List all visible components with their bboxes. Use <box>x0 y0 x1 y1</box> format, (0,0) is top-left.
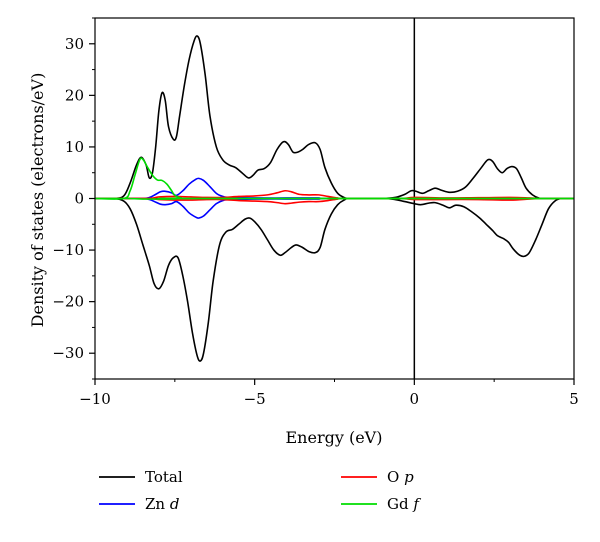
legend-label-zn-d: Zn d <box>145 495 179 513</box>
legend: Total Zn d O p Gd f <box>99 468 421 513</box>
series-line-o-p-down <box>95 197 574 205</box>
x-tick-label: −10 <box>79 390 111 408</box>
series-line-gd-f-down <box>95 197 574 200</box>
x-tick-label: 0 <box>410 390 420 408</box>
legend-label-gd-f: Gd f <box>387 495 421 513</box>
legend-label-total: Total <box>145 468 183 486</box>
x-tick-label: −5 <box>244 390 266 408</box>
legend-label-o-p: O p <box>387 468 414 486</box>
y-tick-label: 10 <box>65 138 84 156</box>
y-tick-label: −10 <box>52 241 84 259</box>
series-line-gd-f-up <box>95 157 574 200</box>
y-tick-label: 0 <box>74 190 84 208</box>
y-tick-label: 20 <box>65 86 84 104</box>
series-line-total-up <box>95 35 574 200</box>
y-tick-label: −20 <box>52 293 84 311</box>
x-tick-label: 5 <box>569 390 579 408</box>
y-axis-title: Density of states (electrons/eV) <box>28 73 47 328</box>
x-axis-title: Energy (eV) <box>286 428 383 447</box>
y-tick-label: −30 <box>52 344 84 362</box>
series-line-total-down <box>95 197 574 362</box>
y-tick-label: 30 <box>65 35 84 53</box>
